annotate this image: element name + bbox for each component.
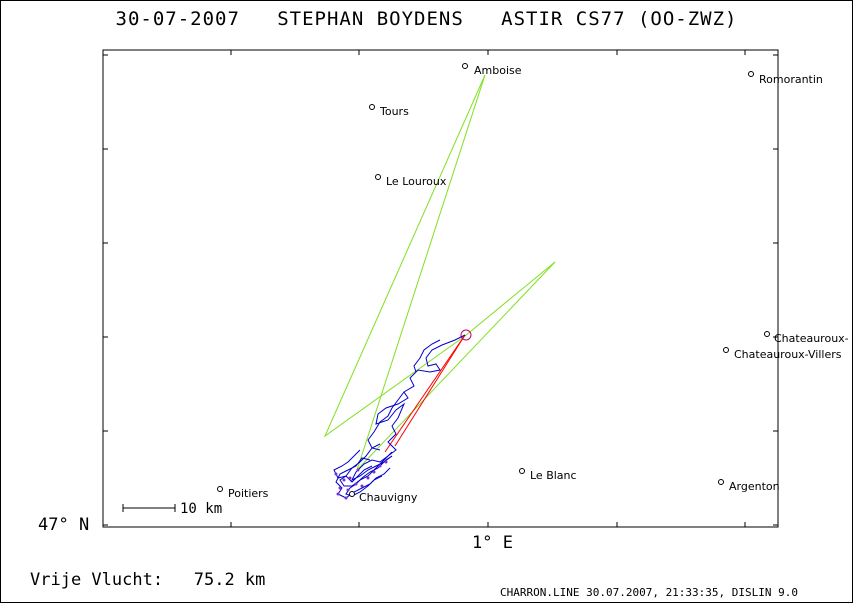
city-marker-le-blanc <box>519 468 525 474</box>
top-ticks <box>102 50 746 55</box>
city-label-romorantin: Romorantin <box>759 73 823 86</box>
left-ticks <box>103 54 108 526</box>
landing-marker <box>460 329 472 341</box>
flight-title: 30-07-2007 STEPHAN BOYDENS ASTIR CS77 (O… <box>0 8 853 30</box>
city-label-amboise: Amboise <box>474 64 522 77</box>
scale-bar <box>122 504 176 512</box>
city-label-le-louroux: Le Louroux <box>386 175 447 188</box>
city-markers <box>217 63 770 497</box>
bottom-ticks <box>102 522 746 527</box>
straight-line <box>384 334 466 453</box>
scale-bar-label: 10 km <box>180 501 222 517</box>
longitude-label: 1° E <box>472 533 513 553</box>
city-marker-argenton <box>718 479 724 485</box>
city-marker-tours <box>369 104 375 110</box>
city-marker-le-louroux <box>375 174 381 180</box>
flight-track <box>333 334 466 499</box>
city-marker-poitiers <box>217 486 223 492</box>
task-lines <box>323 74 556 471</box>
city-label-le-blanc: Le Blanc <box>530 469 577 482</box>
city-label-chauvigny: Chauvigny <box>359 491 418 504</box>
city-marker-chauvigny <box>349 491 355 497</box>
city-label-poitiers: Poitiers <box>228 487 269 500</box>
city-label-chateauroux-villers: Chateauroux-Villers <box>734 348 842 361</box>
plot-area <box>102 49 779 528</box>
right-ticks <box>773 54 778 526</box>
city-marker-amboise <box>462 63 468 69</box>
glider-name: ASTIR CS77 (OO-ZWZ) <box>501 8 738 30</box>
pilot-name: STEPHAN BOYDENS <box>277 8 464 30</box>
latitude-label: 47° N <box>38 515 90 535</box>
city-marker-romorantin <box>748 71 754 77</box>
file-info: CHARRON.LINE 30.07.2007, 21:33:35, DISLI… <box>500 586 799 599</box>
city-marker-chateauroux <box>764 331 770 337</box>
flight-date: 30-07-2007 <box>115 8 240 30</box>
city-label-tours: Tours <box>379 105 409 118</box>
city-marker-chateauroux-villers <box>723 347 729 353</box>
city-label-argenton: Argenton <box>729 480 780 493</box>
free-flight-distance: Vrije Vlucht: 75.2 km <box>30 570 266 590</box>
city-label-chateauroux: Chateauroux- <box>774 332 849 345</box>
